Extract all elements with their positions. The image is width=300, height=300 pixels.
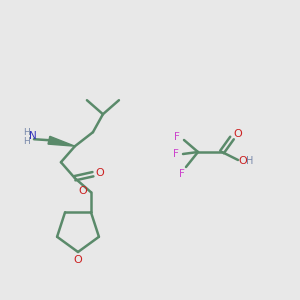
Text: F: F <box>179 169 185 179</box>
Text: H: H <box>246 156 254 166</box>
Text: O: O <box>238 156 247 166</box>
Text: O: O <box>96 168 104 178</box>
Text: H: H <box>24 137 30 146</box>
Text: O: O <box>74 255 82 265</box>
Text: O: O <box>79 186 87 196</box>
Polygon shape <box>48 136 75 146</box>
Text: H: H <box>24 128 30 137</box>
Text: F: F <box>174 132 180 142</box>
Text: O: O <box>234 129 242 139</box>
Text: F: F <box>173 149 179 159</box>
Text: N: N <box>29 131 37 141</box>
